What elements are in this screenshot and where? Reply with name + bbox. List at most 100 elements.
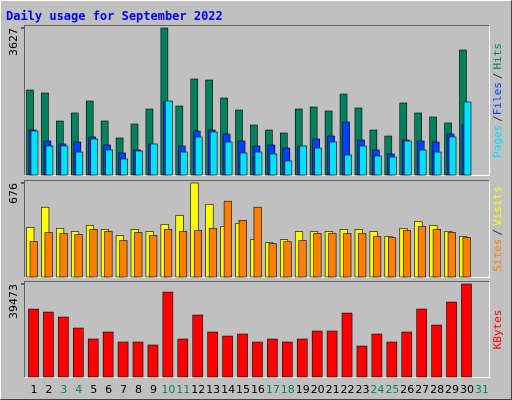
x-tick-label: 19 [296,383,310,396]
bar [402,230,412,278]
bar [74,234,83,278]
bar [388,237,397,278]
legend-entry: Files [491,82,504,115]
legend-separator: / [491,115,504,122]
bar [30,130,39,176]
x-tick-label: 24 [370,383,384,396]
bar [374,155,382,176]
x-tick-label: 12 [191,383,205,396]
bar [29,241,38,278]
legend: Sites / Visits [491,186,504,272]
bar [150,143,158,176]
x-tick-label: 25 [385,383,399,396]
plot-border-dark [24,180,490,278]
x-tick-label: 7 [120,383,127,396]
bar [193,230,203,278]
y-tick-label: 39473 [7,284,20,319]
bar [239,152,248,176]
bar [162,291,174,378]
bar [254,151,263,176]
chart-title: Daily usage for September 2022 [6,9,223,23]
bar [314,147,322,176]
bar [328,233,337,278]
bar [463,101,472,176]
bar [237,333,248,378]
bar [268,243,277,278]
x-tick-label: 6 [105,383,112,396]
x-tick-label: 22 [341,383,355,396]
legend-entry: Pages [491,125,504,158]
bar [284,160,293,176]
plot-border-dark [24,281,490,378]
bar [132,341,144,378]
x-tick-label: 31 [475,383,489,396]
x-tick-label: 8 [135,383,142,396]
bar [356,345,368,378]
bar [60,145,69,176]
bar [253,206,262,278]
bar [134,232,143,278]
bar [104,231,113,278]
bar [87,338,99,378]
bar [283,241,292,278]
x-tick-label: 20 [311,383,325,396]
x-tick-label: 2 [45,383,52,396]
bar [59,233,68,278]
bar [223,200,232,278]
x-tick-label: 5 [90,383,97,396]
bar [224,141,233,176]
x-tick-label: 18 [281,383,295,396]
x-tick-label: 9 [150,383,157,396]
bar [238,220,247,278]
bar [373,236,382,278]
x-tick-label: 3 [60,383,67,396]
bar [117,341,129,378]
bar [102,331,114,378]
bar [208,228,217,278]
bar [343,233,352,278]
bar [417,226,426,278]
x-tick-label: 17 [266,383,280,396]
bar [105,149,113,176]
legend-entry: Hits [491,43,504,70]
bar [90,138,99,176]
y-tick-label: 3627 [7,28,20,56]
bar [311,330,323,378]
x-tick-label: 30 [460,383,474,396]
bar [326,330,338,378]
bar [358,233,367,278]
bar [462,237,471,278]
plot-border-dark [24,25,490,176]
x-tick-label: 21 [326,383,340,396]
x-tick-label: 14 [221,383,235,396]
bar [58,316,69,378]
bar [164,229,173,278]
legend-separator: / [491,229,504,236]
bar [28,308,39,378]
bar [446,301,457,378]
x-tick-label: 16 [251,383,265,396]
bar [282,341,293,378]
bar [448,136,457,176]
bar [433,151,442,176]
legend-entry: Visits [491,186,504,226]
bar [120,158,128,176]
bar [431,324,442,378]
x-tick-label: 15 [236,383,250,396]
bar [416,308,427,378]
bar [75,151,84,176]
x-tick-label: 26 [400,383,414,396]
legend-entry: Sites [491,239,504,272]
bar [252,341,263,378]
bar [209,131,218,176]
legend-separator: / [491,73,504,80]
legend: KBytes [491,310,504,350]
bar [179,231,188,278]
legend-entry: KBytes [491,310,504,350]
x-tick-label: 29 [445,383,459,396]
bar [44,232,53,278]
bar [149,235,158,278]
bar [222,335,233,378]
